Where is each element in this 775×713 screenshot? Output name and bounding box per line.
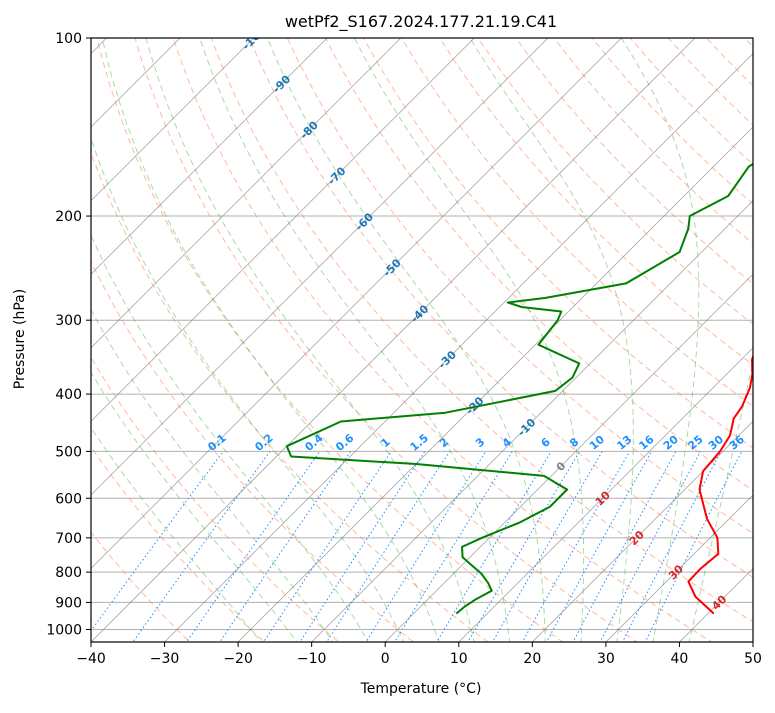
chart-title: wetPf2_S167.2024.177.21.19.C41	[285, 12, 557, 32]
x-tick-label: −40	[76, 651, 106, 667]
y-tick-label: 800	[55, 565, 82, 581]
x-tick-label: 0	[381, 651, 390, 667]
x-tick-label: 40	[671, 651, 689, 667]
x-tick-label: −10	[297, 651, 327, 667]
x-tick-label: 20	[523, 651, 541, 667]
x-tick-label: 10	[450, 651, 468, 667]
x-tick-label: −20	[223, 651, 253, 667]
x-axis-label: Temperature (°C)	[360, 681, 482, 697]
y-tick-label: 100	[55, 31, 82, 47]
y-tick-label: 600	[55, 491, 82, 507]
y-tick-label: 700	[55, 531, 82, 547]
x-tick-label: −30	[150, 651, 180, 667]
x-tick-label: 50	[744, 651, 762, 667]
y-tick-label: 1000	[46, 622, 82, 638]
y-tick-label: 200	[55, 209, 82, 225]
y-tick-label: 500	[55, 444, 82, 460]
y-tick-label: 400	[55, 387, 82, 403]
y-tick-label: 300	[55, 313, 82, 329]
x-tick-label: 30	[597, 651, 615, 667]
y-axis-label: Pressure (hPa)	[12, 289, 28, 389]
y-tick-label: 900	[55, 595, 82, 611]
